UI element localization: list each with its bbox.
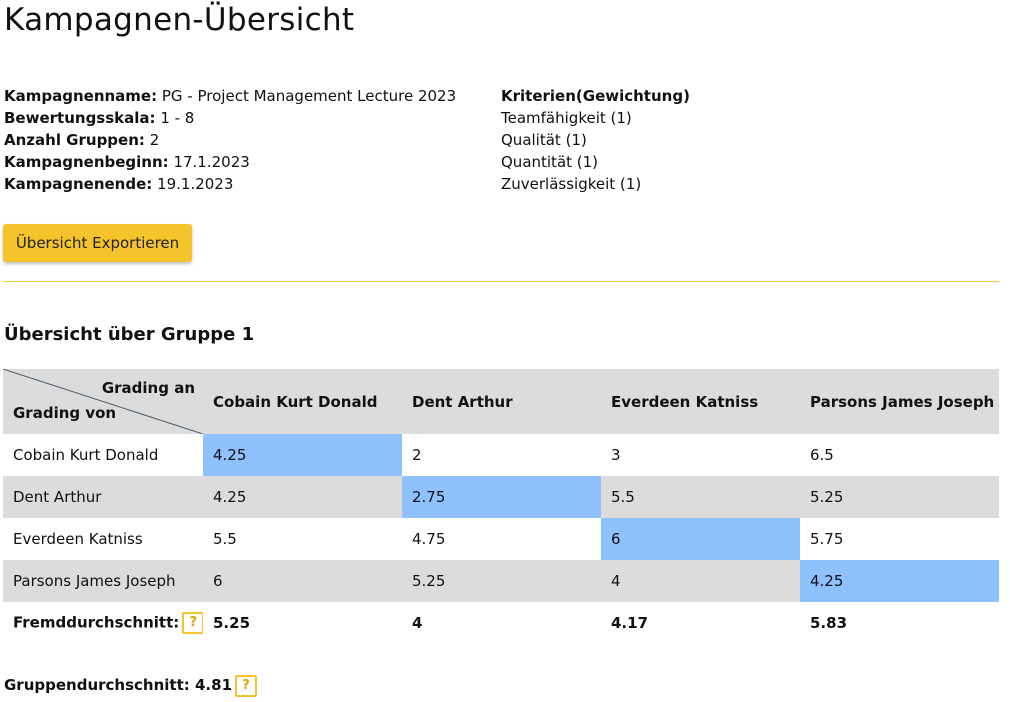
criteria-list: Kriterien(Gewichtung) Teamfähigkeit (1) … xyxy=(501,85,921,195)
external-average-cell: 4.17 xyxy=(611,614,649,632)
external-average-label: Fremddurchschnitt: xyxy=(13,613,180,632)
export-overview-button[interactable]: Übersicht Exportieren xyxy=(3,224,192,262)
grade-cell: 3 xyxy=(611,446,621,464)
group-count-row: Anzahl Gruppen: 2 xyxy=(4,129,484,151)
criteria-heading: Kriterien(Gewichtung) xyxy=(501,87,690,105)
grade-cell: 5.5 xyxy=(213,530,237,548)
help-icon[interactable]: ? xyxy=(235,674,258,697)
row-header: Dent Arthur xyxy=(13,488,102,506)
column-header: Parsons James Joseph xyxy=(810,392,995,411)
self-grade-cell: 2.75 xyxy=(402,476,601,518)
campaign-name-label: Kampagnenname: xyxy=(4,87,158,105)
group-title: Übersicht über Gruppe 1 xyxy=(4,324,255,345)
campaign-start-value: 17.1.2023 xyxy=(173,153,250,171)
rating-scale-row: Bewertungsskala: 1 - 8 xyxy=(4,107,484,129)
grade-cell: 5.75 xyxy=(810,530,844,548)
help-icon[interactable]: ? xyxy=(182,612,203,634)
grading-table: Grading an Grading von Cobain Kurt Donal… xyxy=(3,369,999,644)
corner-grading-from-label: Grading von xyxy=(13,404,117,422)
section-divider xyxy=(3,281,999,282)
row-header: Everdeen Katniss xyxy=(13,530,143,548)
self-grade-cell: 4.25 xyxy=(203,434,402,476)
grade-cell: 6.5 xyxy=(810,446,834,464)
table-row: Cobain Kurt Donald 4.25 2 3 6.5 xyxy=(3,434,999,476)
campaign-name-row: Kampagnenname: PG - Project Management L… xyxy=(4,85,484,107)
row-header: Cobain Kurt Donald xyxy=(13,446,159,464)
corner-diagonal-line xyxy=(3,369,203,434)
external-average-header: Fremddurchschnitt:? xyxy=(3,602,203,644)
grade-cell: 2 xyxy=(412,446,422,464)
grade-cell: 4 xyxy=(611,572,621,590)
campaign-info: Kampagnenname: PG - Project Management L… xyxy=(4,85,484,195)
criteria-item: Qualität (1) xyxy=(501,131,587,149)
row-header: Parsons James Joseph xyxy=(13,572,176,590)
table-row: Dent Arthur 4.25 2.75 5.5 5.25 xyxy=(3,476,999,518)
rating-scale-label: Bewertungsskala: xyxy=(4,109,156,127)
campaign-start-row: Kampagnenbeginn: 17.1.2023 xyxy=(4,151,484,173)
grade-cell: 6 xyxy=(213,572,223,590)
self-grade-cell: 6 xyxy=(601,518,800,560)
campaign-name-value: PG - Project Management Lecture 2023 xyxy=(161,87,457,105)
group-average: Gruppendurchschnitt: 4.81? xyxy=(4,674,258,697)
group-count-label: Anzahl Gruppen: xyxy=(4,131,145,149)
campaign-end-row: Kampagnenende: 19.1.2023 xyxy=(4,173,484,195)
grade-cell: 5.25 xyxy=(412,572,446,590)
external-average-cell: 5.25 xyxy=(213,614,251,632)
campaign-end-label: Kampagnenende: xyxy=(4,175,153,193)
table-row: Parsons James Joseph 6 5.25 4 4.25 xyxy=(3,560,999,602)
corner-grading-to-label: Grading an xyxy=(101,379,195,397)
group-average-value: 4.81 xyxy=(195,676,233,694)
grade-cell: 5.25 xyxy=(810,488,844,506)
page-title: Kampagnen-Übersicht xyxy=(4,2,355,38)
external-average-cell: 4 xyxy=(412,614,423,632)
column-header: Dent Arthur xyxy=(412,392,513,411)
grade-cell: 4.75 xyxy=(412,530,446,548)
external-average-row: Fremddurchschnitt:? 5.25 4 4.17 5.83 xyxy=(3,602,999,644)
grade-cell: 4.25 xyxy=(213,488,247,506)
criteria-item: Teamfähigkeit (1) xyxy=(501,109,632,127)
criteria-item: Quantität (1) xyxy=(501,153,599,171)
external-average-cell: 5.83 xyxy=(810,614,848,632)
table-header-row: Grading an Grading von Cobain Kurt Donal… xyxy=(3,369,999,434)
group-average-label: Gruppendurchschnitt: xyxy=(4,676,190,694)
campaign-start-label: Kampagnenbeginn: xyxy=(4,153,169,171)
criteria-item: Zuverlässigkeit (1) xyxy=(501,175,642,193)
column-header: Everdeen Katniss xyxy=(611,392,759,411)
rating-scale-value: 1 - 8 xyxy=(160,109,195,127)
column-header: Cobain Kurt Donald xyxy=(213,392,378,411)
corner-header: Grading an Grading von xyxy=(3,369,203,434)
grade-cell: 5.5 xyxy=(611,488,635,506)
self-grade-cell: 4.25 xyxy=(800,560,999,602)
campaign-end-value: 19.1.2023 xyxy=(157,175,234,193)
group-count-value: 2 xyxy=(149,131,160,149)
table-row: Everdeen Katniss 5.5 4.75 6 5.75 xyxy=(3,518,999,560)
